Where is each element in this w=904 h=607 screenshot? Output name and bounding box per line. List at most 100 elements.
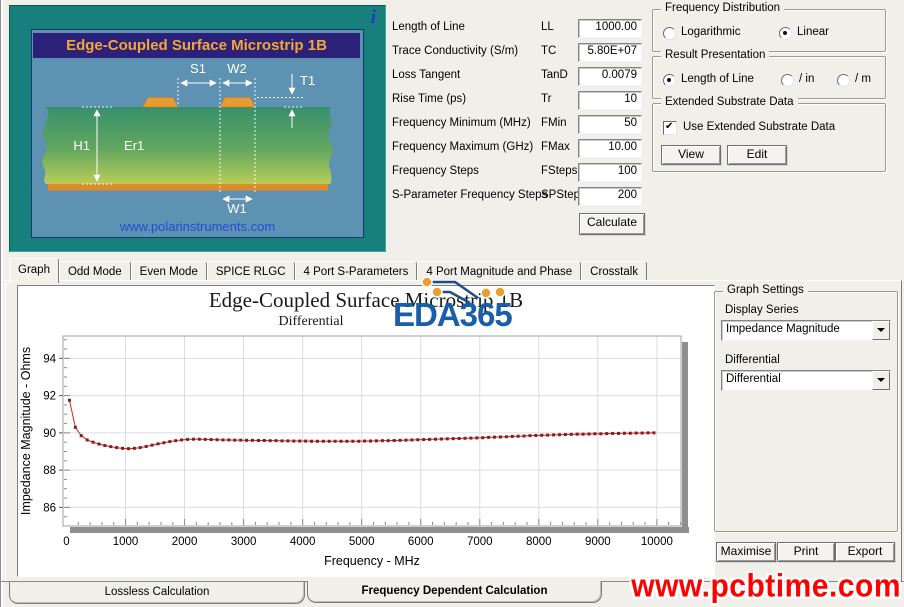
x-axis-label: Frequency - MHz: [324, 554, 420, 568]
svg-text:8000: 8000: [526, 536, 552, 548]
form-symbol: Tr: [541, 93, 552, 105]
length-of-line-label: Length of Line: [681, 73, 754, 85]
label-t1: T1: [300, 73, 315, 88]
frequency-steps-input[interactable]: 100: [578, 163, 642, 182]
svg-text:10000: 10000: [641, 536, 673, 548]
microstrip-cross-section: S1 W2 T1 H1 Er1 W1: [42, 61, 333, 216]
logarithmic-label: Logarithmic: [681, 26, 741, 38]
sparameter-frequency-steps-input[interactable]: 200: [578, 187, 642, 206]
impedance-plot: 0 1000 2000 3000 4000 5000 6000 7000 8000 9000 100…: [19, 335, 689, 568]
form-label: Frequency Minimum (MHz): [392, 117, 531, 129]
svg-text:7000: 7000: [467, 536, 493, 548]
frequency-maximum-input[interactable]: 10.00: [578, 139, 642, 158]
use-extended-substrate-checkbox[interactable]: [663, 121, 677, 135]
svg-text:88: 88: [43, 465, 56, 477]
tab-4-port-s-parameters[interactable]: 4 Port S-Parameters: [294, 261, 418, 282]
group-title: Frequency Distribution: [661, 2, 785, 14]
chevron-down-icon[interactable]: [872, 321, 890, 340]
y-axis-label: Impedance Magnitude - Ohms: [19, 347, 33, 515]
ground-plane-copper: [48, 184, 328, 191]
per-inch-radio[interactable]: [781, 74, 794, 87]
rise-time-input[interactable]: 10: [578, 91, 642, 110]
trace-left-copper: [142, 97, 179, 108]
svg-text:6000: 6000: [408, 536, 434, 548]
polar-website-link[interactable]: www.polarinstruments.com: [119, 219, 276, 234]
svg-text:9000: 9000: [585, 536, 611, 548]
per-metre-radio[interactable]: [837, 74, 850, 87]
label-s1: S1: [190, 61, 206, 76]
form-symbol: FMax: [541, 141, 570, 153]
label-w2: W2: [227, 61, 247, 76]
calculate-button[interactable]: Calculate: [579, 213, 645, 235]
print-button[interactable]: Print: [777, 542, 835, 562]
tab-odd-mode[interactable]: Odd Mode: [58, 261, 131, 282]
diagram-title: Edge-Coupled Surface Microstrip 1B: [33, 33, 360, 58]
logarithmic-radio[interactable]: [663, 27, 676, 40]
svg-text:86: 86: [43, 502, 56, 514]
label-w1: W1: [227, 201, 247, 216]
pcbtime-watermark: www.pcbtime.com: [631, 568, 901, 605]
frequency-minimum-input[interactable]: 50: [578, 115, 642, 134]
form-label: Trace Conductivity (S/m): [392, 45, 519, 57]
svg-text:2000: 2000: [172, 536, 198, 548]
tab-lossless-calculation[interactable]: Lossless Calculation: [9, 582, 305, 604]
trace-conductivity-input[interactable]: 5.80E+07: [578, 43, 642, 62]
structure-diagram-image: Edge-Coupled Surface Microstrip 1B: [31, 29, 364, 238]
chevron-down-icon[interactable]: [872, 371, 890, 390]
result-presentation-group: Result Presentation Length of Line / in …: [652, 49, 886, 99]
edit-button[interactable]: Edit: [727, 145, 787, 165]
svg-text:1000: 1000: [113, 536, 139, 548]
display-series-dropdown[interactable]: Impedance Magnitude: [721, 320, 891, 341]
per-metre-label: / m: [855, 73, 871, 85]
dimension-lines: [82, 74, 304, 203]
tab-crosstalk[interactable]: Crosstalk: [581, 261, 648, 282]
svg-text:4000: 4000: [290, 536, 316, 548]
use-extended-substrate-label: Use Extended Substrate Data: [683, 121, 836, 133]
form-label: Length of Line: [392, 21, 465, 33]
loss-tangent-input[interactable]: 0.0079: [578, 67, 642, 86]
display-series-label: Display Series: [725, 304, 799, 316]
group-title: Extended Substrate Data: [661, 96, 798, 108]
linear-label: Linear: [797, 26, 829, 38]
label-h1: H1: [73, 138, 90, 153]
frequency-distribution-group: Frequency Distribution Logarithmic Linea…: [652, 2, 886, 52]
form-label: Frequency Steps: [392, 165, 479, 177]
result-tabstrip: Graph Odd Mode Even Mode SPICE RLGC 4 Port S…: [9, 257, 648, 283]
export-button[interactable]: Export: [835, 542, 895, 562]
svg-text:3000: 3000: [231, 536, 257, 548]
extended-substrate-group: Extended Substrate Data Use Extended Sub…: [652, 96, 886, 172]
group-title: Graph Settings: [723, 284, 808, 296]
form-symbol: TC: [541, 45, 557, 57]
per-inch-label: / in: [799, 73, 815, 85]
info-icon[interactable]: i: [370, 7, 376, 28]
form-label: Rise Time (ps): [392, 93, 467, 105]
differential-label: Differential: [725, 354, 780, 366]
form-label: S-Parameter Frequency Steps: [392, 189, 548, 201]
substrate-shape: [42, 107, 333, 184]
svg-text:0: 0: [63, 536, 69, 548]
form-symbol: FSteps: [541, 165, 578, 177]
dimension-labels: S1 W2 T1 H1 Er1 W1: [73, 61, 315, 216]
form-label: Loss Tangent: [392, 69, 461, 81]
tab-even-mode[interactable]: Even Mode: [130, 261, 207, 282]
differential-dropdown[interactable]: Differential: [721, 370, 891, 391]
chart-title: Edge-Coupled Surface Microstrip 1B: [208, 288, 524, 312]
tab-spice-rlgc[interactable]: SPICE RLGC: [206, 261, 295, 282]
group-title: Result Presentation: [661, 49, 770, 61]
form-label: Frequency Maximum (GHz): [392, 141, 534, 153]
graph-tab-page: Edge-Coupled Surface Microstrip 1B Diffe…: [5, 276, 902, 582]
tab-4-port-magnitude-and-phase[interactable]: 4 Port Magnitude and Phase: [417, 261, 582, 282]
linear-radio[interactable]: [779, 27, 792, 40]
svg-text:5000: 5000: [349, 536, 375, 548]
tab-graph[interactable]: Graph: [9, 258, 59, 283]
svg-text:90: 90: [43, 428, 56, 440]
svg-text:92: 92: [43, 391, 56, 403]
length-of-line-input[interactable]: 1000.00: [578, 19, 642, 38]
view-button[interactable]: View: [661, 145, 721, 165]
tab-frequency-dependent-calculation[interactable]: Frequency Dependent Calculation: [307, 581, 602, 603]
length-of-line-radio[interactable]: [663, 74, 676, 87]
form-symbol: LL: [541, 21, 554, 33]
maximise-button[interactable]: Maximise: [716, 542, 776, 562]
structure-diagram-panel: i Edge-Coupled Surface Microstrip 1B: [9, 5, 386, 252]
